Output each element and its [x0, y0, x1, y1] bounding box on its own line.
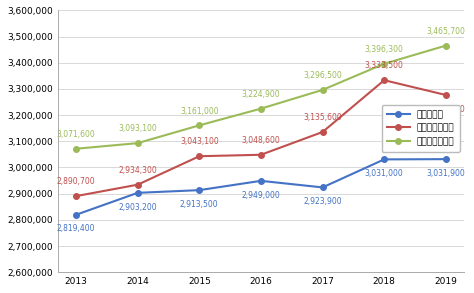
Text: 2,819,400: 2,819,400 [57, 224, 95, 234]
福祉施設介護員 [382, 62, 387, 66]
Text: 3,135,600: 3,135,600 [303, 113, 342, 122]
福祉施設介護員 [258, 107, 264, 110]
ホームヘルパー [196, 154, 202, 158]
Text: 3,161,000: 3,161,000 [180, 107, 219, 116]
看護補助者 [320, 186, 326, 189]
Text: 3,296,500: 3,296,500 [303, 71, 342, 80]
Text: 2,923,900: 2,923,900 [303, 197, 342, 206]
Text: 3,465,700: 3,465,700 [427, 27, 465, 36]
看護補助者 [196, 188, 202, 192]
ホームヘルパー [258, 153, 264, 156]
ホームヘルパー [73, 194, 79, 198]
福祉施設介護員 [135, 141, 140, 145]
Text: 2,934,300: 2,934,300 [118, 166, 157, 175]
福祉施設介護員 [73, 147, 79, 151]
看護補助者 [73, 213, 79, 217]
ホームヘルパー [382, 79, 387, 82]
Line: 福祉施設介護員: 福祉施設介護員 [73, 43, 448, 151]
ホームヘルパー [320, 130, 326, 134]
Text: 2,949,000: 2,949,000 [242, 190, 280, 200]
看護補助者 [258, 179, 264, 183]
看護補助者 [135, 191, 140, 195]
Text: 3,071,600: 3,071,600 [57, 130, 95, 139]
Text: 3,043,100: 3,043,100 [180, 137, 219, 146]
Text: 2,890,700: 2,890,700 [57, 177, 95, 186]
Text: 2,913,500: 2,913,500 [180, 200, 219, 209]
Text: 3,093,100: 3,093,100 [118, 125, 157, 133]
福祉施設介護員 [443, 44, 449, 47]
Legend: 看護補助者, ホームヘルパー, 福祉施設介護員: 看護補助者, ホームヘルパー, 福祉施設介護員 [382, 105, 460, 152]
Text: 2,903,200: 2,903,200 [118, 202, 157, 212]
Line: ホームヘルパー: ホームヘルパー [73, 77, 448, 199]
Line: 看護補助者: 看護補助者 [73, 156, 448, 217]
ホームヘルパー [443, 93, 449, 97]
Text: 3,031,900: 3,031,900 [427, 169, 465, 178]
福祉施設介護員 [196, 124, 202, 127]
Text: 3,333,500: 3,333,500 [365, 62, 404, 71]
Text: 3,224,900: 3,224,900 [242, 90, 280, 99]
看護補助者 [382, 158, 387, 161]
看護補助者 [443, 157, 449, 161]
ホームヘルパー [135, 183, 140, 186]
Text: 3,048,600: 3,048,600 [242, 136, 280, 145]
Text: 3,396,300: 3,396,300 [365, 45, 404, 54]
Text: 3,277,000: 3,277,000 [427, 105, 465, 114]
福祉施設介護員 [320, 88, 326, 92]
Text: 3,031,000: 3,031,000 [365, 169, 403, 178]
